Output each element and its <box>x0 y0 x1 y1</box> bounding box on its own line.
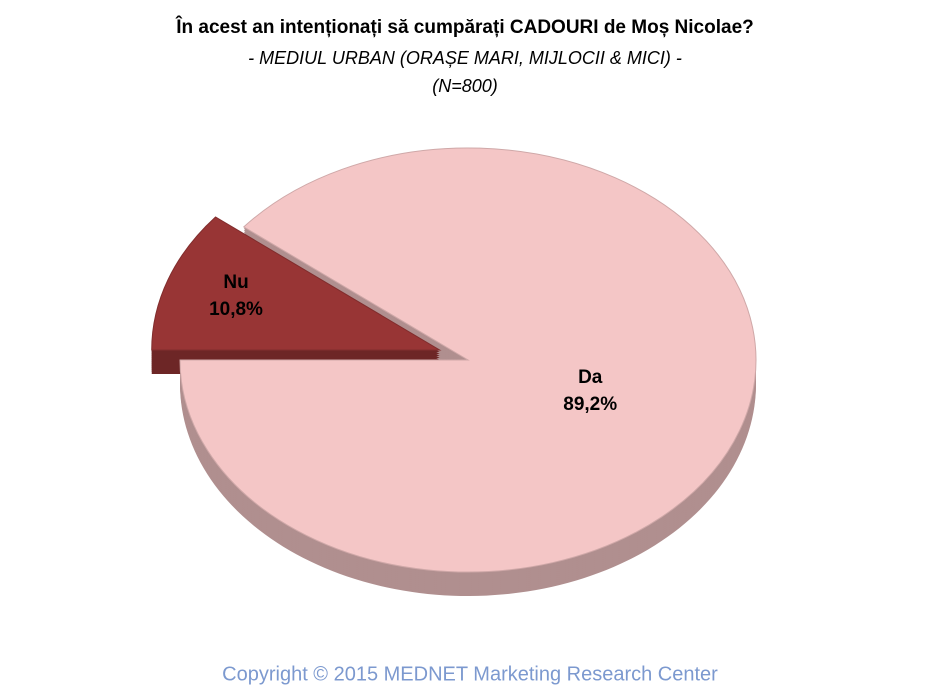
slice-category-label: Da <box>578 367 603 388</box>
slice-category-label: Nu <box>223 272 248 293</box>
chart-sample: (N=800) <box>432 76 498 96</box>
chart-title: În acest an intenționați să cumpărați CA… <box>175 16 754 38</box>
footer: Copyright © 2015 MEDNET Marketing Resear… <box>222 663 718 685</box>
chart-subtitle: - MEDIUL URBAN (ORAȘE MARI, MIJLOCII & M… <box>248 48 682 68</box>
pie: Da 89,2% Nu 10,8% <box>151 147 757 597</box>
slice <box>179 147 757 573</box>
slice-value-label: 10,8% <box>209 299 263 320</box>
slice-value-label: 89,2% <box>563 394 617 415</box>
slice <box>151 216 442 351</box>
